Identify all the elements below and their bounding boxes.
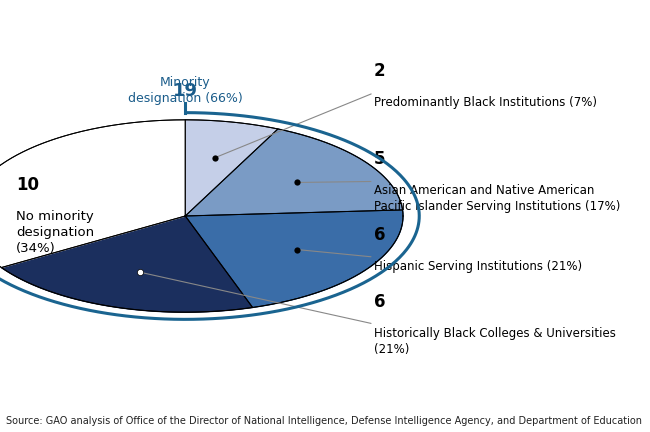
Text: 19: 19 (173, 82, 198, 100)
Polygon shape (0, 120, 185, 267)
Text: 6: 6 (374, 226, 385, 244)
Polygon shape (185, 120, 278, 216)
Text: Source: GAO analysis of Office of the Director of National Intelligence, Defense: Source: GAO analysis of Office of the Di… (6, 416, 642, 426)
Text: 5: 5 (374, 150, 385, 168)
Text: No minority
designation
(34%): No minority designation (34%) (16, 194, 94, 255)
Polygon shape (185, 210, 403, 308)
Text: Asian American and Native American
Pacific Islander Serving Institutions (17%): Asian American and Native American Pacif… (374, 168, 620, 213)
Polygon shape (1, 216, 253, 312)
Text: Minority
designation (66%): Minority designation (66%) (128, 76, 242, 105)
Text: Predominantly Black Institutions (7%): Predominantly Black Institutions (7%) (374, 80, 597, 109)
Polygon shape (185, 129, 402, 216)
Text: 6: 6 (374, 293, 385, 311)
Text: Hispanic Serving Institutions (21%): Hispanic Serving Institutions (21%) (374, 244, 582, 273)
Text: 10: 10 (16, 176, 39, 194)
Text: Historically Black Colleges & Universities
(21%): Historically Black Colleges & Universiti… (374, 311, 616, 356)
Text: 2: 2 (374, 62, 385, 80)
